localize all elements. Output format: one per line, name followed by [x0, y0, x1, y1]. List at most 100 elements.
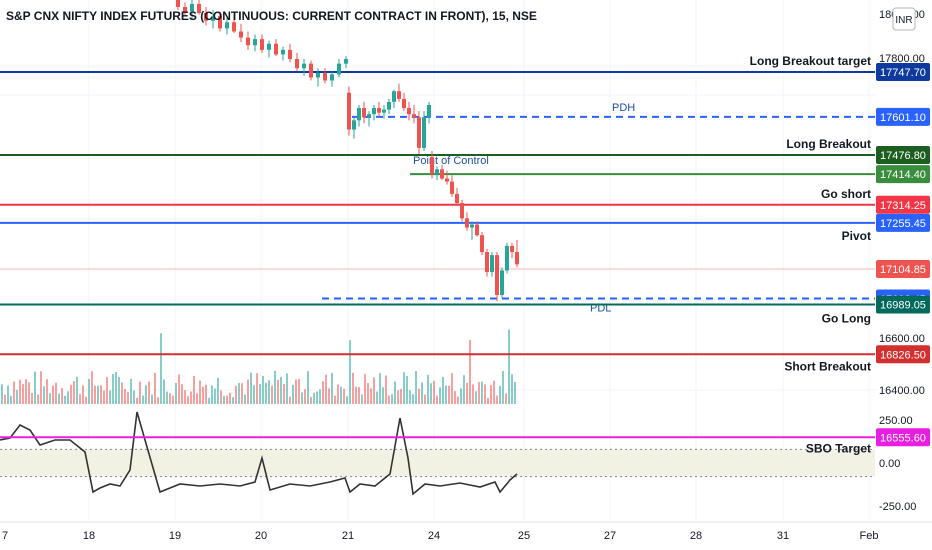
level-label: Long Breakout target [750, 54, 871, 68]
price-tag-label: 17414.40 [880, 169, 926, 181]
candle-body [362, 108, 366, 118]
volume-bar [469, 340, 471, 404]
oscillator-band [0, 449, 875, 477]
volume-bar [262, 375, 264, 404]
candle-body [392, 91, 396, 102]
level-label: Short Breakout [784, 359, 871, 373]
volume-bar [271, 385, 273, 404]
currency-badge-label: INR [895, 15, 912, 26]
date-tick-label: 18 [83, 530, 95, 542]
level-label: Pivot [842, 229, 871, 243]
volume-bar [79, 394, 81, 404]
candle-body [510, 245, 514, 253]
volume-bar [208, 397, 210, 404]
oscillator-pane [0, 411, 875, 496]
volume-bar [292, 384, 294, 404]
volume-bar [328, 388, 330, 404]
volume-bar [412, 394, 414, 404]
volume-bar [331, 372, 333, 404]
volume-bar [493, 380, 495, 404]
volume-bar [490, 385, 492, 404]
price-tag [876, 345, 930, 364]
volume-bar [46, 379, 48, 404]
level-label: Long Breakout [786, 137, 871, 151]
volume-bar [229, 392, 231, 404]
chart-title: S&P CNX NIFTY INDEX FUTURES (CONTINUOUS:… [6, 9, 537, 23]
volume-bar [385, 375, 387, 404]
volume-bar [136, 397, 138, 404]
volume-bar [343, 388, 345, 404]
volume-bar [211, 385, 213, 404]
volume-bar [400, 389, 402, 404]
volume-bar [31, 393, 33, 404]
volume-bar [139, 381, 141, 404]
volume-bar [322, 381, 324, 404]
volume-bar [109, 390, 111, 404]
volume-bar [319, 389, 321, 404]
volume-bar [427, 374, 429, 404]
level-annotation-pdh: PDH [612, 102, 635, 114]
volume-bar [433, 380, 435, 404]
price-tags: 17747.70 17601.10 17476.80 17414.40 17314.25… [876, 63, 930, 447]
volume-bar [499, 385, 501, 404]
candle-body [417, 117, 421, 148]
candle-body [197, 3, 201, 14]
currency-badge[interactable]: INR [892, 7, 916, 31]
volume-bar [463, 375, 465, 404]
volume-bar [307, 371, 309, 404]
volume-bar [19, 379, 21, 404]
volume-bar [457, 396, 459, 404]
volume-bar [172, 395, 174, 404]
volume-bar [460, 388, 462, 404]
candle-body [239, 31, 243, 38]
candle-body [382, 109, 386, 113]
volume-bar [40, 371, 42, 404]
candle-body [470, 224, 474, 228]
volume-bar [364, 374, 366, 404]
volume-bar [115, 372, 117, 404]
volume-bar [253, 385, 255, 404]
candle-body [505, 245, 509, 271]
volume-bar [349, 340, 351, 404]
candle-body [218, 16, 222, 29]
volume-bar [1, 384, 3, 404]
volume-bar [34, 371, 36, 404]
volume-bar [436, 395, 438, 404]
volume-bar [157, 397, 159, 404]
volume-bar [340, 386, 342, 404]
volume-bar [154, 372, 156, 404]
volume-bar [25, 379, 27, 404]
volume-bar [58, 393, 60, 404]
volume-bar [313, 392, 315, 404]
volume-bar [160, 333, 162, 404]
volume-bar [247, 379, 249, 404]
level-annotation-point-of-control: Point of Control [413, 155, 489, 167]
volume-bar [454, 391, 456, 404]
volume-bar [316, 391, 318, 404]
volume-bar [289, 396, 291, 404]
volume-bar [304, 389, 306, 404]
oscillator-tick-label: -250.00 [879, 501, 916, 513]
date-tick-label: 21 [342, 530, 354, 542]
candle-body [337, 63, 341, 75]
candle-body [190, 3, 194, 12]
volume-bar [514, 382, 516, 404]
candle-body [260, 39, 264, 50]
volume-bar [7, 385, 9, 404]
price-tick-label: 16600.00 [879, 333, 925, 345]
volume-bar [367, 382, 369, 404]
date-tick-label: 19 [169, 530, 181, 542]
volume-bar [52, 385, 54, 404]
volume-bar [346, 396, 348, 404]
date-tick-label: Feb [860, 530, 879, 542]
volume-bar [100, 385, 102, 404]
date-tick-label: 24 [428, 530, 440, 542]
volume-bar [403, 372, 405, 404]
volume-bar [205, 384, 207, 404]
time-axis[interactable]: 7 18 19 20 21 24 25 27 28 31 Feb [0, 521, 932, 542]
candle-body [440, 169, 444, 179]
volume-bar [97, 385, 99, 404]
volume-bar [445, 385, 447, 404]
volume-bar [388, 395, 390, 404]
